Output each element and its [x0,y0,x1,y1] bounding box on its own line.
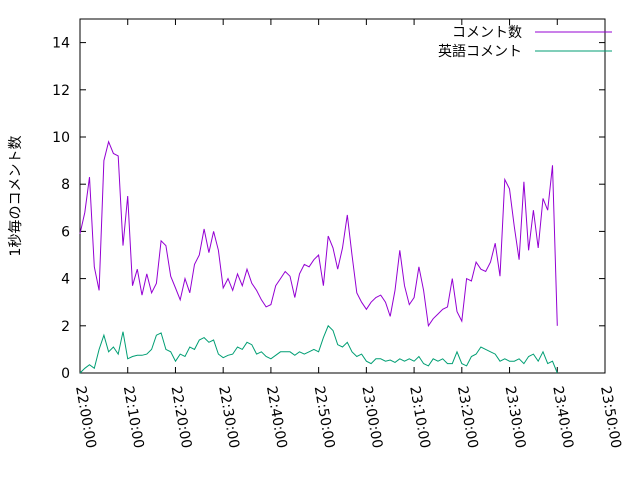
y-tick-label: 10 [52,130,70,146]
x-tick-label: 23:30:00 [502,385,529,450]
y-tick-label: 8 [61,177,70,193]
x-tick-label: 22:20:00 [168,385,195,450]
y-tick-label: 4 [61,272,70,288]
x-tick-label: 23:40:00 [549,385,576,450]
y-axis-label: 1秒毎のコメント数 [8,136,24,257]
x-tick-label: 22:40:00 [263,385,290,450]
series-line [79,140,558,328]
x-tick-label: 22:00:00 [72,385,99,450]
y-tick-label: 12 [52,83,70,99]
x-tick-label: 23:50:00 [597,385,624,450]
x-tick-label: 23:20:00 [454,385,481,450]
plot-frame [79,18,606,374]
x-tick-label: 22:30:00 [215,385,242,450]
x-tick-label: 23:10:00 [406,385,433,450]
legend-label: コメント数 [452,25,522,41]
y-tick-label: 2 [61,319,70,335]
legend-label: 英語コメント [438,43,522,60]
x-tick-label: 22:50:00 [311,385,338,450]
x-tick-label: 22:10:00 [120,385,147,450]
y-tick-label: 14 [52,36,70,52]
x-tick-label: 23:00:00 [358,385,385,450]
y-tick-label: 6 [61,224,70,240]
series-line [79,324,558,374]
y-tick-label: 0 [61,366,70,382]
